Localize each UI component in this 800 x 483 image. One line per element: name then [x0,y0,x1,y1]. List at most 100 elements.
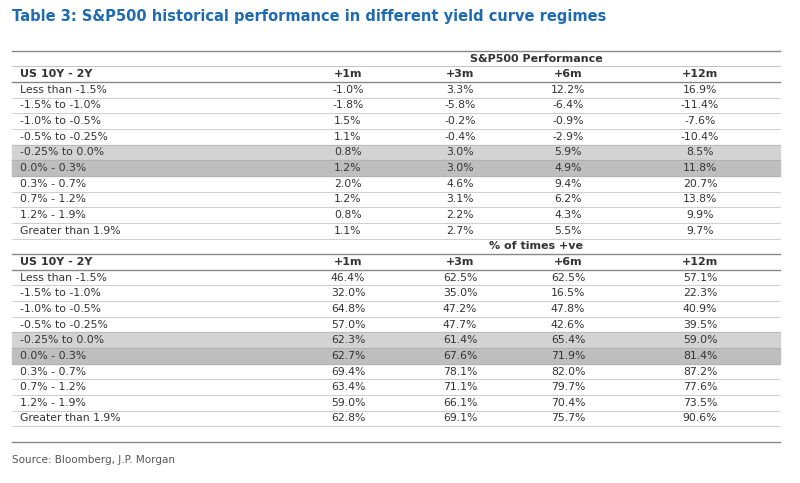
Text: 79.7%: 79.7% [551,382,585,392]
Text: Less than -1.5%: Less than -1.5% [20,85,107,95]
Text: 1.2%: 1.2% [334,194,362,204]
Text: 47.2%: 47.2% [443,304,477,314]
Text: +12m: +12m [682,257,718,267]
Text: 81.4%: 81.4% [683,351,717,361]
Text: -1.5% to -1.0%: -1.5% to -1.0% [20,100,101,111]
Text: 12.2%: 12.2% [551,85,585,95]
Text: 0.8%: 0.8% [334,210,362,220]
Text: 1.2% - 1.9%: 1.2% - 1.9% [20,210,86,220]
Text: 69.1%: 69.1% [443,413,477,424]
Text: +3m: +3m [446,69,474,79]
Text: +3m: +3m [446,257,474,267]
Text: -0.9%: -0.9% [552,116,584,126]
Text: 3.0%: 3.0% [446,147,474,157]
Text: 0.8%: 0.8% [334,147,362,157]
Text: -5.8%: -5.8% [444,100,476,111]
Text: 57.1%: 57.1% [683,272,717,283]
Text: 62.8%: 62.8% [331,413,365,424]
Text: 22.3%: 22.3% [683,288,717,298]
Text: -0.25% to 0.0%: -0.25% to 0.0% [20,335,104,345]
Text: US 10Y - 2Y: US 10Y - 2Y [20,257,92,267]
Text: 78.1%: 78.1% [443,367,477,377]
Text: % of times +ve: % of times +ve [489,242,583,251]
Text: 61.4%: 61.4% [443,335,477,345]
Text: 3.0%: 3.0% [446,163,474,173]
Text: Source: Bloomberg, J.P. Morgan: Source: Bloomberg, J.P. Morgan [12,455,175,465]
Text: 65.4%: 65.4% [551,335,585,345]
Text: US 10Y - 2Y: US 10Y - 2Y [20,69,92,79]
Text: -0.25% to 0.0%: -0.25% to 0.0% [20,147,104,157]
Bar [12,160,780,176]
Text: -0.5% to -0.25%: -0.5% to -0.25% [20,320,108,329]
Text: 4.9%: 4.9% [554,163,582,173]
Text: 3.3%: 3.3% [446,85,474,95]
Text: 13.8%: 13.8% [683,194,717,204]
Text: 59.0%: 59.0% [682,335,718,345]
Text: 75.7%: 75.7% [551,413,585,424]
Bar [12,348,780,364]
Text: 69.4%: 69.4% [331,367,365,377]
Text: 9.7%: 9.7% [686,226,714,236]
Text: 32.0%: 32.0% [330,288,366,298]
Text: 62.5%: 62.5% [551,272,585,283]
Text: 16.5%: 16.5% [551,288,585,298]
Text: 46.4%: 46.4% [331,272,365,283]
Text: -10.4%: -10.4% [681,132,719,142]
Text: +6m: +6m [554,69,582,79]
Text: -0.5% to -0.25%: -0.5% to -0.25% [20,132,108,142]
Text: 62.5%: 62.5% [443,272,477,283]
Text: Less than -1.5%: Less than -1.5% [20,272,107,283]
Text: 2.0%: 2.0% [334,179,362,189]
Text: 9.4%: 9.4% [554,179,582,189]
Bar [12,144,780,160]
Text: +6m: +6m [554,257,582,267]
Text: 90.6%: 90.6% [682,413,718,424]
Text: 5.9%: 5.9% [554,147,582,157]
Text: 47.8%: 47.8% [551,304,585,314]
Text: 35.0%: 35.0% [442,288,478,298]
Text: 77.6%: 77.6% [683,382,717,392]
Text: -1.5% to -1.0%: -1.5% to -1.0% [20,288,101,298]
Text: 3.1%: 3.1% [446,194,474,204]
Text: 47.7%: 47.7% [443,320,477,329]
Text: 5.5%: 5.5% [554,226,582,236]
Text: S&P500 Performance: S&P500 Performance [470,54,602,64]
Text: -1.8%: -1.8% [332,100,364,111]
Text: 20.7%: 20.7% [682,179,718,189]
Text: 87.2%: 87.2% [683,367,717,377]
Text: 63.4%: 63.4% [331,382,365,392]
Text: -7.6%: -7.6% [684,116,716,126]
Text: 1.2% - 1.9%: 1.2% - 1.9% [20,398,86,408]
Text: 42.6%: 42.6% [551,320,585,329]
Text: 39.5%: 39.5% [683,320,717,329]
Text: -11.4%: -11.4% [681,100,719,111]
Text: +1m: +1m [334,257,362,267]
Text: -1.0%: -1.0% [332,85,364,95]
Text: -1.0% to -0.5%: -1.0% to -0.5% [20,304,101,314]
Text: 0.3% - 0.7%: 0.3% - 0.7% [20,367,86,377]
Text: -0.2%: -0.2% [444,116,476,126]
Text: 82.0%: 82.0% [550,367,586,377]
Text: 4.6%: 4.6% [446,179,474,189]
Text: 1.2%: 1.2% [334,163,362,173]
Text: 9.9%: 9.9% [686,210,714,220]
Text: Greater than 1.9%: Greater than 1.9% [20,413,121,424]
Text: 57.0%: 57.0% [330,320,366,329]
Text: 67.6%: 67.6% [443,351,477,361]
Text: 0.0% - 0.3%: 0.0% - 0.3% [20,163,86,173]
Text: 4.3%: 4.3% [554,210,582,220]
Text: 62.7%: 62.7% [331,351,365,361]
Text: 16.9%: 16.9% [683,85,717,95]
Text: 0.7% - 1.2%: 0.7% - 1.2% [20,382,86,392]
Text: 71.9%: 71.9% [551,351,585,361]
Text: 0.3% - 0.7%: 0.3% - 0.7% [20,179,86,189]
Text: -6.4%: -6.4% [552,100,584,111]
Text: 8.5%: 8.5% [686,147,714,157]
Text: 64.8%: 64.8% [331,304,365,314]
Text: Greater than 1.9%: Greater than 1.9% [20,226,121,236]
Text: 1.1%: 1.1% [334,132,362,142]
Text: 1.1%: 1.1% [334,226,362,236]
Text: +1m: +1m [334,69,362,79]
Text: -1.0% to -0.5%: -1.0% to -0.5% [20,116,101,126]
Text: -0.4%: -0.4% [444,132,476,142]
